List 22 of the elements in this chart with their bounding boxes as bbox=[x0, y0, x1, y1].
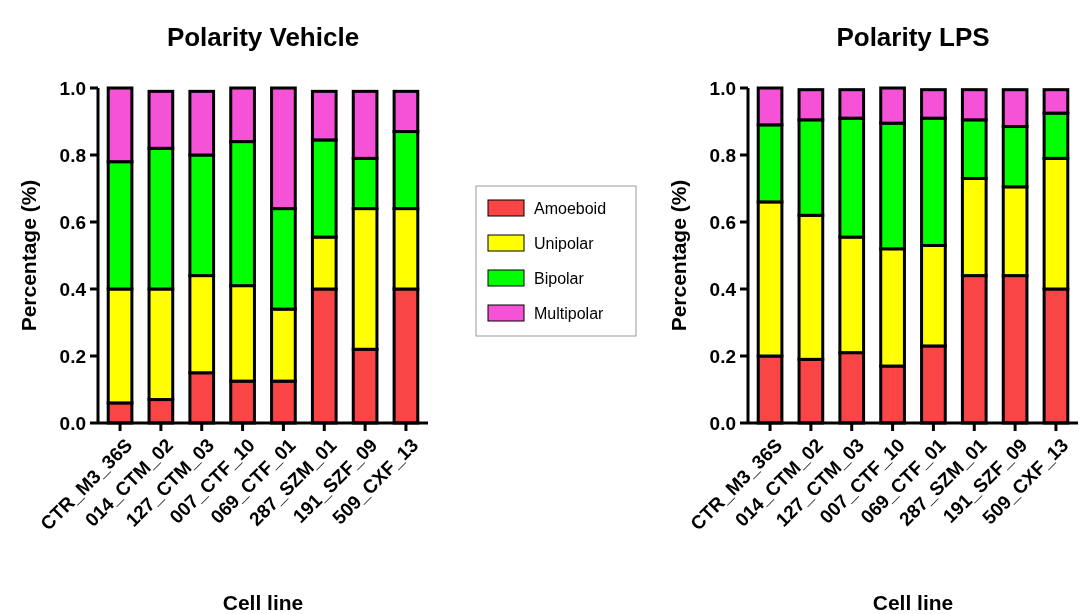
legend-label: Bipolar bbox=[534, 269, 585, 287]
y-tick-label: 1.0 bbox=[59, 77, 86, 99]
y-tick-label: 0.6 bbox=[59, 211, 86, 233]
x-axis-title: Cell line bbox=[872, 591, 954, 614]
y-tick-label: 0.2 bbox=[709, 345, 736, 367]
legend-label: Multipolar bbox=[534, 304, 605, 322]
chart-title: Polarity LPS bbox=[836, 22, 990, 52]
y-tick-label: 0.0 bbox=[59, 412, 86, 434]
y-tick-label: 0.2 bbox=[59, 345, 86, 367]
x-axis-title: Cell line bbox=[222, 591, 304, 614]
legend-label: Amoeboid bbox=[534, 199, 607, 217]
y-axis-title: Percentage (%) bbox=[667, 179, 690, 332]
legend-label: Unipolar bbox=[534, 234, 595, 252]
y-tick-label: 0.6 bbox=[709, 211, 736, 233]
y-tick-label: 1.0 bbox=[709, 77, 736, 99]
y-tick-label: 0.0 bbox=[709, 412, 736, 434]
y-tick-label: 0.8 bbox=[59, 144, 86, 166]
y-tick-label: 0.4 bbox=[709, 278, 737, 300]
y-tick-label: 0.4 bbox=[59, 278, 87, 300]
y-tick-label: 0.8 bbox=[709, 144, 736, 166]
y-axis-title: Percentage (%) bbox=[17, 179, 40, 332]
chart-title: Polarity Vehicle bbox=[166, 22, 360, 52]
